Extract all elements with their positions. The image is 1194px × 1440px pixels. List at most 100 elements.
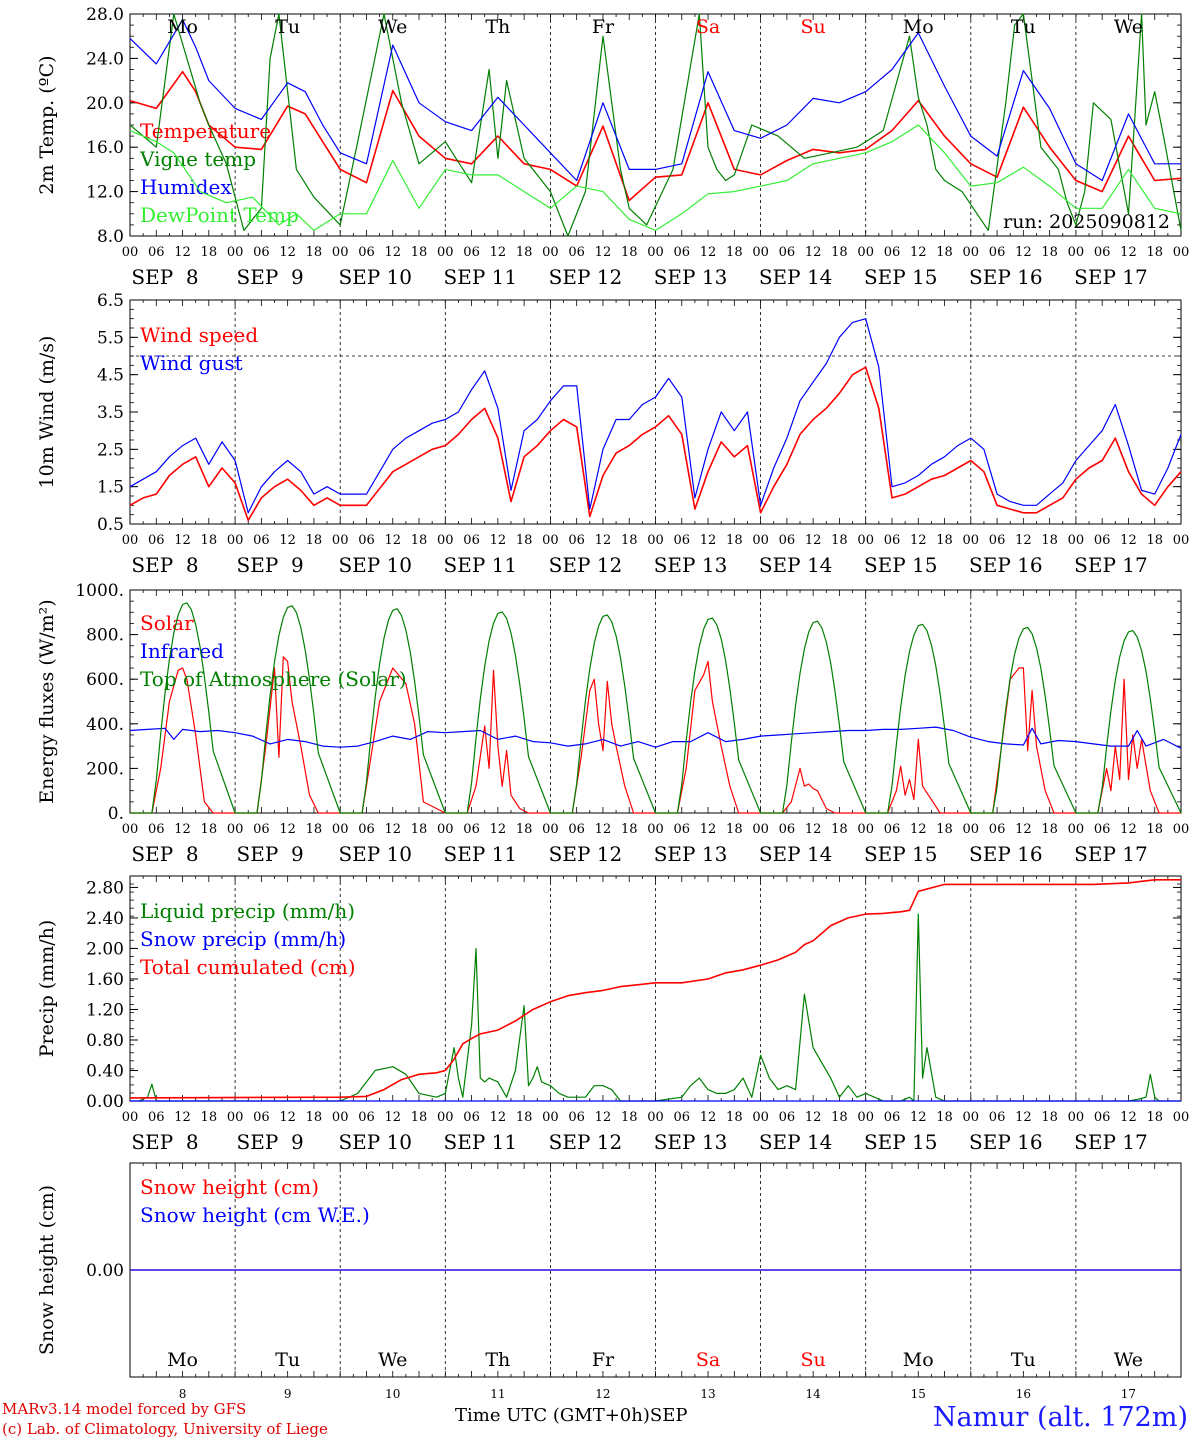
x-tick-label: 18 [1041, 533, 1058, 548]
lab-credit: (c) Lab. of Climatology, University of L… [2, 1420, 328, 1438]
model-credit: MARv3.14 model forced by GFS [2, 1400, 247, 1418]
weekday-label: Mo [903, 1349, 934, 1371]
x-tick-label: 00 [647, 822, 664, 837]
x-tick-label: 12 [384, 822, 401, 837]
x-tick-label: 12 [1015, 822, 1032, 837]
date-label: SEP 13 [654, 553, 728, 577]
x-tick-label: 18 [1041, 245, 1058, 260]
y-tick-label: 4.5 [97, 366, 124, 386]
day-number-label: 11 [490, 1387, 505, 1401]
x-tick-label: 12 [595, 533, 612, 548]
x-tick-label: 00 [1068, 822, 1085, 837]
x-tick-label: 00 [857, 245, 874, 260]
date-label: SEP 15 [864, 1130, 938, 1154]
x-tick-label: 12 [910, 533, 927, 548]
date-label: SEP 17 [1074, 265, 1148, 289]
x-tick-label: 18 [516, 1110, 533, 1125]
x-tick-label: 06 [884, 245, 901, 260]
y-tick-label: 400. [86, 715, 124, 735]
x-tick-label: 00 [1068, 533, 1085, 548]
x-tick-label: 00 [332, 245, 349, 260]
weekday-label: Su [801, 1349, 826, 1371]
x-tick-label: 18 [831, 822, 848, 837]
x-tick-label: 00 [542, 245, 559, 260]
weekday-label: We [1114, 1349, 1143, 1371]
date-label: SEP 12 [549, 842, 623, 866]
weekday-label: Mo [167, 16, 198, 38]
x-tick-label: 12 [279, 533, 296, 548]
legend-entry: Liquid precip (mm/h) [140, 899, 355, 923]
y-tick-label: 2.80 [86, 878, 124, 898]
y-axis-label: 10m Wind (m/s) [36, 336, 58, 489]
legend-entry: DewPoint Temp [140, 203, 299, 227]
x-tick-label: 00 [227, 533, 244, 548]
x-tick-label: 18 [936, 822, 953, 837]
weekday-label: Tu [275, 16, 300, 38]
x-tick-label: 18 [411, 1110, 428, 1125]
date-label: SEP 13 [654, 842, 728, 866]
day-number-label: 16 [1016, 1387, 1031, 1401]
date-label: SEP 17 [1074, 553, 1148, 577]
x-tick-label: 18 [516, 822, 533, 837]
weekday-label: We [1114, 16, 1143, 38]
x-tick-label: 18 [306, 245, 323, 260]
y-tick-label: 2.00 [86, 939, 124, 959]
date-label: SEP 13 [654, 1130, 728, 1154]
date-label: SEP 9 [237, 842, 304, 866]
x-tick-label: 06 [1094, 245, 1111, 260]
x-tick-label: 18 [621, 1110, 638, 1125]
series-line-wind-gust [129, 318, 1182, 514]
series-line-infrared [129, 726, 1182, 749]
date-label: SEP 9 [237, 1130, 304, 1154]
legend-entry: Snow height (cm W.E.) [140, 1203, 370, 1227]
x-tick-label: 00 [857, 822, 874, 837]
day-number-label: 8 [179, 1387, 187, 1401]
day-number-label: 13 [700, 1387, 715, 1401]
x-tick-label: 12 [910, 245, 927, 260]
x-tick-label: 12 [279, 822, 296, 837]
x-tick-label: 18 [621, 533, 638, 548]
date-label: SEP 13 [654, 265, 728, 289]
series-line-humidex [129, 19, 1181, 182]
x-tick-label: 12 [490, 533, 507, 548]
y-tick-label: 1000. [75, 581, 124, 601]
y-tick-label: 600. [86, 670, 124, 690]
x-tick-label: 00 [227, 822, 244, 837]
x-tick-label: 18 [831, 245, 848, 260]
x-tick-label: 18 [621, 822, 638, 837]
legend-entry: Wind speed [140, 323, 258, 347]
x-tick-label: 18 [831, 533, 848, 548]
date-label: SEP 11 [444, 842, 518, 866]
day-number-label: 17 [1121, 1387, 1136, 1401]
y-axis-label: Snow height (cm) [36, 1185, 58, 1355]
x-tick-label: 12 [1120, 245, 1137, 260]
x-tick-label: 18 [1146, 822, 1163, 837]
x-tick-label: 06 [884, 1110, 901, 1125]
x-tick-label: 18 [1041, 1110, 1058, 1125]
y-axis-label: Energy fluxes (W/m²) [36, 599, 58, 803]
station-label: Namur (alt. 172m) [932, 1402, 1188, 1433]
series-line-wind-speed [129, 366, 1182, 522]
x-tick-label: 18 [621, 245, 638, 260]
weekday-label: Mo [903, 16, 934, 38]
weekday-label: Su [801, 16, 826, 38]
x-tick-label: 18 [1146, 533, 1163, 548]
panel-frame [129, 299, 1182, 525]
x-tick-label: 06 [674, 245, 691, 260]
x-tick-label: 06 [358, 245, 375, 260]
x-tick-label: 18 [306, 822, 323, 837]
day-number-label: 9 [284, 1387, 292, 1401]
x-tick-label: 00 [332, 1110, 349, 1125]
y-tick-label: 800. [86, 626, 124, 646]
x-tick-label: 00 [122, 533, 139, 548]
x-tick-label: 00 [1068, 1110, 1085, 1125]
y-tick-label: 2.40 [86, 909, 124, 929]
x-tick-label: 12 [700, 1110, 717, 1125]
weekday-label: Sa [696, 16, 720, 38]
y-tick-label: 200. [86, 759, 124, 779]
x-tick-label: 00 [227, 245, 244, 260]
x-tick-label: 18 [306, 1110, 323, 1125]
y-tick-label: 1.5 [97, 478, 124, 498]
x-tick-label: 12 [490, 1110, 507, 1125]
